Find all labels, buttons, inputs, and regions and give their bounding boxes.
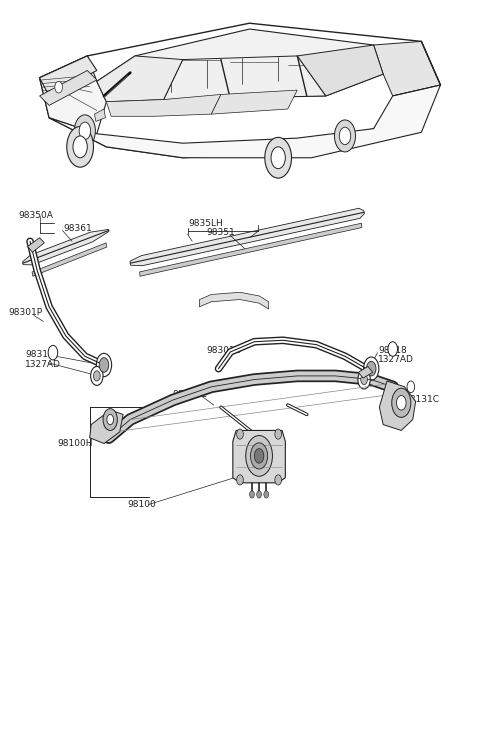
Circle shape: [94, 371, 100, 381]
Circle shape: [257, 491, 262, 498]
Circle shape: [246, 436, 273, 476]
Circle shape: [361, 374, 367, 385]
Circle shape: [388, 342, 397, 356]
Polygon shape: [211, 90, 297, 114]
Text: 98318: 98318: [378, 346, 407, 355]
Text: 98351: 98351: [206, 228, 235, 237]
Circle shape: [392, 388, 411, 418]
Text: 1327AD: 1327AD: [378, 356, 414, 364]
Polygon shape: [379, 381, 416, 431]
Text: 98318: 98318: [25, 350, 54, 359]
Text: 98301P: 98301P: [9, 308, 43, 317]
Circle shape: [339, 127, 351, 145]
Circle shape: [271, 147, 285, 169]
Circle shape: [237, 474, 243, 485]
Circle shape: [251, 443, 268, 469]
Circle shape: [264, 491, 269, 498]
Circle shape: [107, 415, 114, 425]
Circle shape: [237, 429, 243, 439]
Circle shape: [67, 126, 94, 167]
Text: 98301D: 98301D: [206, 346, 242, 355]
Text: 98120C: 98120C: [172, 390, 207, 399]
Polygon shape: [297, 45, 383, 96]
Polygon shape: [373, 42, 441, 96]
Circle shape: [55, 81, 62, 93]
Circle shape: [335, 120, 356, 152]
Text: 98131C: 98131C: [405, 396, 440, 404]
Polygon shape: [359, 366, 372, 378]
Circle shape: [48, 345, 58, 360]
Polygon shape: [28, 238, 44, 253]
Text: 98100: 98100: [128, 500, 156, 509]
Polygon shape: [39, 71, 97, 105]
Polygon shape: [97, 56, 183, 101]
Polygon shape: [39, 56, 107, 134]
Circle shape: [396, 396, 406, 410]
Circle shape: [364, 357, 379, 380]
Circle shape: [99, 358, 109, 372]
Circle shape: [275, 429, 281, 439]
Circle shape: [366, 361, 376, 376]
Text: 98350A: 98350A: [18, 212, 53, 220]
Polygon shape: [199, 292, 269, 309]
Polygon shape: [90, 410, 123, 444]
Polygon shape: [49, 85, 441, 158]
Circle shape: [407, 381, 415, 393]
Circle shape: [91, 366, 103, 385]
Text: 98361: 98361: [63, 224, 92, 233]
Text: 1327AD: 1327AD: [25, 360, 61, 369]
Text: 9835LH: 9835LH: [189, 219, 223, 228]
Polygon shape: [97, 29, 383, 99]
Text: 98100H: 98100H: [58, 439, 93, 448]
Polygon shape: [95, 109, 106, 121]
Circle shape: [250, 491, 254, 498]
Polygon shape: [23, 229, 109, 265]
Polygon shape: [130, 208, 364, 266]
Polygon shape: [140, 223, 362, 276]
Circle shape: [275, 474, 281, 485]
Polygon shape: [164, 56, 326, 99]
Circle shape: [265, 137, 291, 178]
Circle shape: [79, 122, 91, 139]
Circle shape: [74, 115, 96, 147]
Circle shape: [73, 136, 87, 158]
Circle shape: [96, 353, 112, 377]
Polygon shape: [233, 431, 285, 483]
Polygon shape: [32, 243, 107, 276]
Polygon shape: [107, 94, 221, 116]
Circle shape: [254, 449, 264, 463]
Polygon shape: [39, 56, 97, 96]
Polygon shape: [39, 23, 441, 158]
Circle shape: [103, 409, 117, 431]
Circle shape: [358, 370, 370, 389]
